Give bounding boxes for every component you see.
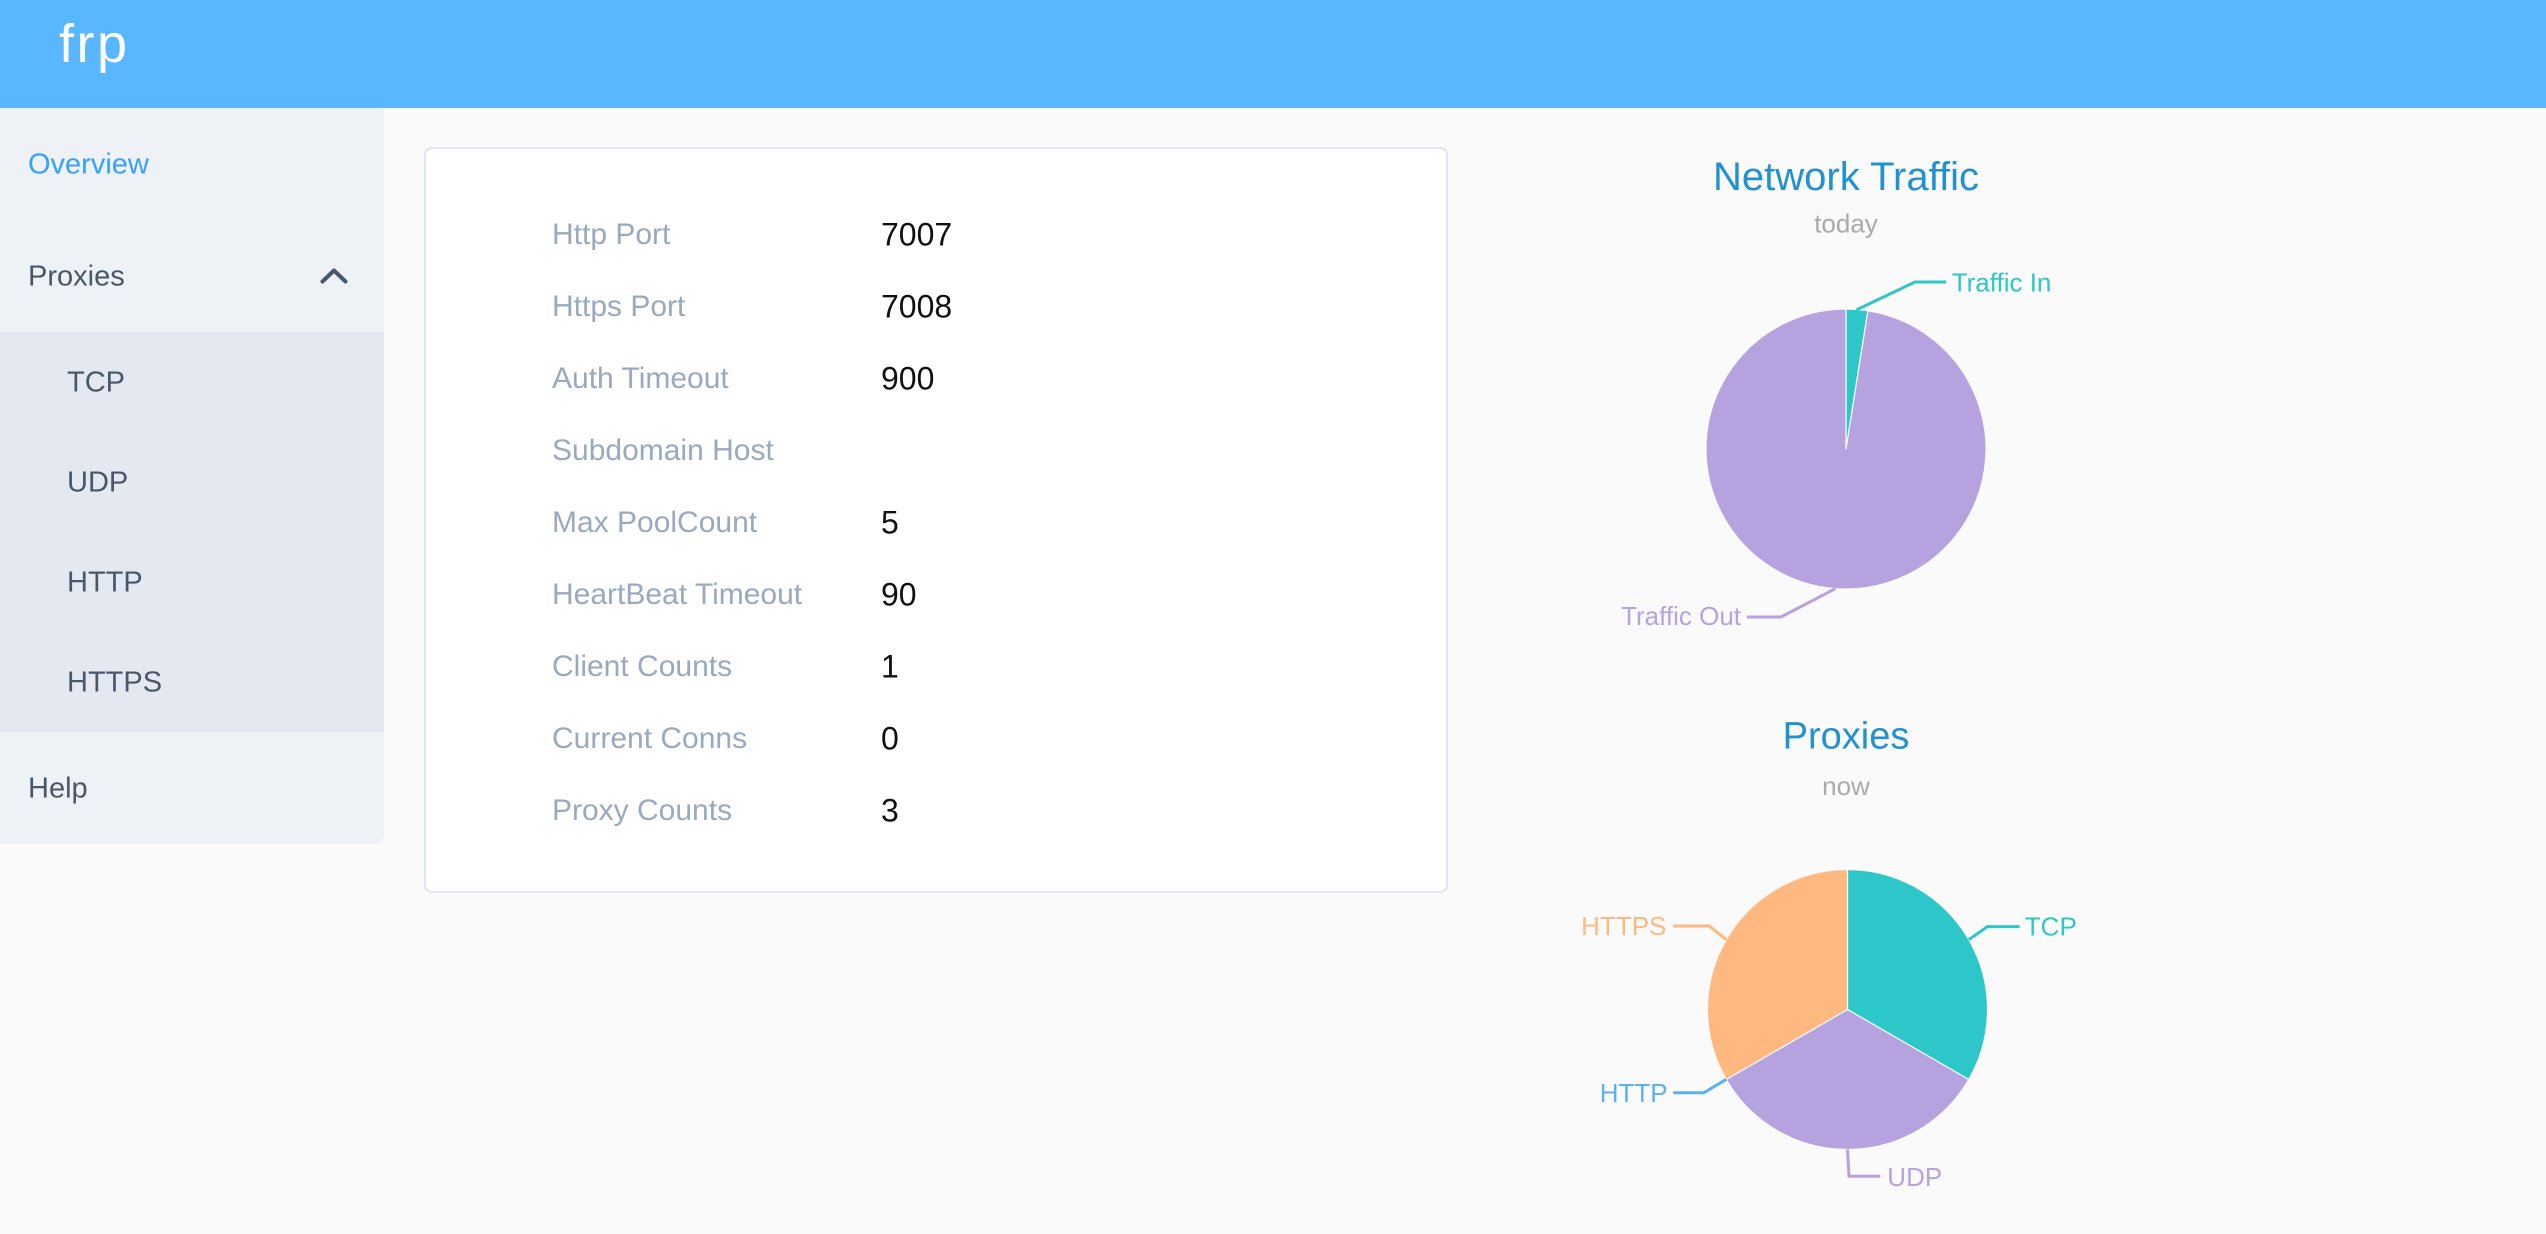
svg-text:today: today (1814, 209, 1878, 239)
svg-text:Network Traffic: Network Traffic (1713, 155, 1979, 199)
svg-text:UDP: UDP (1887, 1162, 1942, 1192)
svg-text:TCP: TCP (2025, 912, 2077, 942)
svg-text:now: now (1822, 771, 1870, 801)
svg-text:Proxies: Proxies (1783, 716, 1910, 758)
svg-text:HTTP: HTTP (1600, 1078, 1668, 1108)
svg-text:HTTPS: HTTPS (1581, 911, 1666, 941)
svg-text:Traffic Out: Traffic Out (1621, 601, 1742, 631)
svg-text:Traffic In: Traffic In (1952, 268, 2052, 298)
